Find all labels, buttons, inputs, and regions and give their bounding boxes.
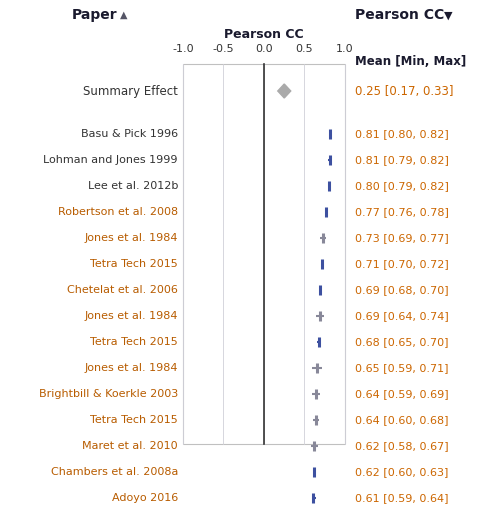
Text: Jones et al. 1984: Jones et al. 1984 [84,233,178,243]
Text: 0.64 [0.59, 0.69]: 0.64 [0.59, 0.69] [354,389,448,399]
Text: 0.25 [0.17, 0.33]: 0.25 [0.17, 0.33] [354,84,453,98]
Text: Maret et al. 2010: Maret et al. 2010 [82,441,178,451]
Text: Lohman and Jones 1999: Lohman and Jones 1999 [44,155,178,165]
Text: 0.69 [0.64, 0.74]: 0.69 [0.64, 0.74] [354,311,448,321]
Polygon shape [277,84,290,98]
Text: ▼: ▼ [443,11,452,21]
Text: 0.68 [0.65, 0.70]: 0.68 [0.65, 0.70] [354,337,448,347]
Bar [182,64,344,444]
Text: 0.0: 0.0 [255,44,272,54]
Text: Pearson CC: Pearson CC [355,8,444,22]
Text: 0.77 [0.76, 0.78]: 0.77 [0.76, 0.78] [354,207,448,217]
Text: Mean [Min, Max]: Mean [Min, Max] [354,54,465,68]
Text: 0.71 [0.70, 0.72]: 0.71 [0.70, 0.72] [354,259,448,269]
Text: Tetra Tech 2015: Tetra Tech 2015 [90,415,178,425]
Text: 0.81 [0.80, 0.82]: 0.81 [0.80, 0.82] [354,129,448,139]
Text: 1.0: 1.0 [335,44,353,54]
Text: ▲: ▲ [120,10,127,20]
Text: Adoyo 2016: Adoyo 2016 [111,493,178,503]
Text: Chambers et al. 2008a: Chambers et al. 2008a [50,467,178,477]
Text: Tetra Tech 2015: Tetra Tech 2015 [90,337,178,347]
Text: Summary Effect: Summary Effect [83,84,178,98]
Text: 0.61 [0.59, 0.64]: 0.61 [0.59, 0.64] [354,493,448,503]
Text: -1.0: -1.0 [172,44,194,54]
Text: Lee et al. 2012b: Lee et al. 2012b [88,181,178,191]
Text: Chetelat et al. 2006: Chetelat et al. 2006 [67,285,178,295]
Text: 0.81 [0.79, 0.82]: 0.81 [0.79, 0.82] [354,155,448,165]
Text: Brightbill & Koerkle 2003: Brightbill & Koerkle 2003 [39,389,178,399]
Text: 0.62 [0.60, 0.63]: 0.62 [0.60, 0.63] [354,467,447,477]
Text: 0.65 [0.59, 0.71]: 0.65 [0.59, 0.71] [354,363,448,373]
Text: Pearson CC: Pearson CC [224,27,303,41]
Text: 0.5: 0.5 [295,44,313,54]
Text: 0.73 [0.69, 0.77]: 0.73 [0.69, 0.77] [354,233,448,243]
Text: Jones et al. 1984: Jones et al. 1984 [84,363,178,373]
Text: 0.62 [0.58, 0.67]: 0.62 [0.58, 0.67] [354,441,448,451]
Text: Paper: Paper [72,8,118,22]
Text: Robertson et al. 2008: Robertson et al. 2008 [58,207,178,217]
Text: 0.64 [0.60, 0.68]: 0.64 [0.60, 0.68] [354,415,448,425]
Text: Tetra Tech 2015: Tetra Tech 2015 [90,259,178,269]
Text: -0.5: -0.5 [212,44,234,54]
Text: Jones et al. 1984: Jones et al. 1984 [84,311,178,321]
Text: 0.69 [0.68, 0.70]: 0.69 [0.68, 0.70] [354,285,448,295]
Text: Basu & Pick 1996: Basu & Pick 1996 [81,129,178,139]
Text: 0.80 [0.79, 0.82]: 0.80 [0.79, 0.82] [354,181,448,191]
